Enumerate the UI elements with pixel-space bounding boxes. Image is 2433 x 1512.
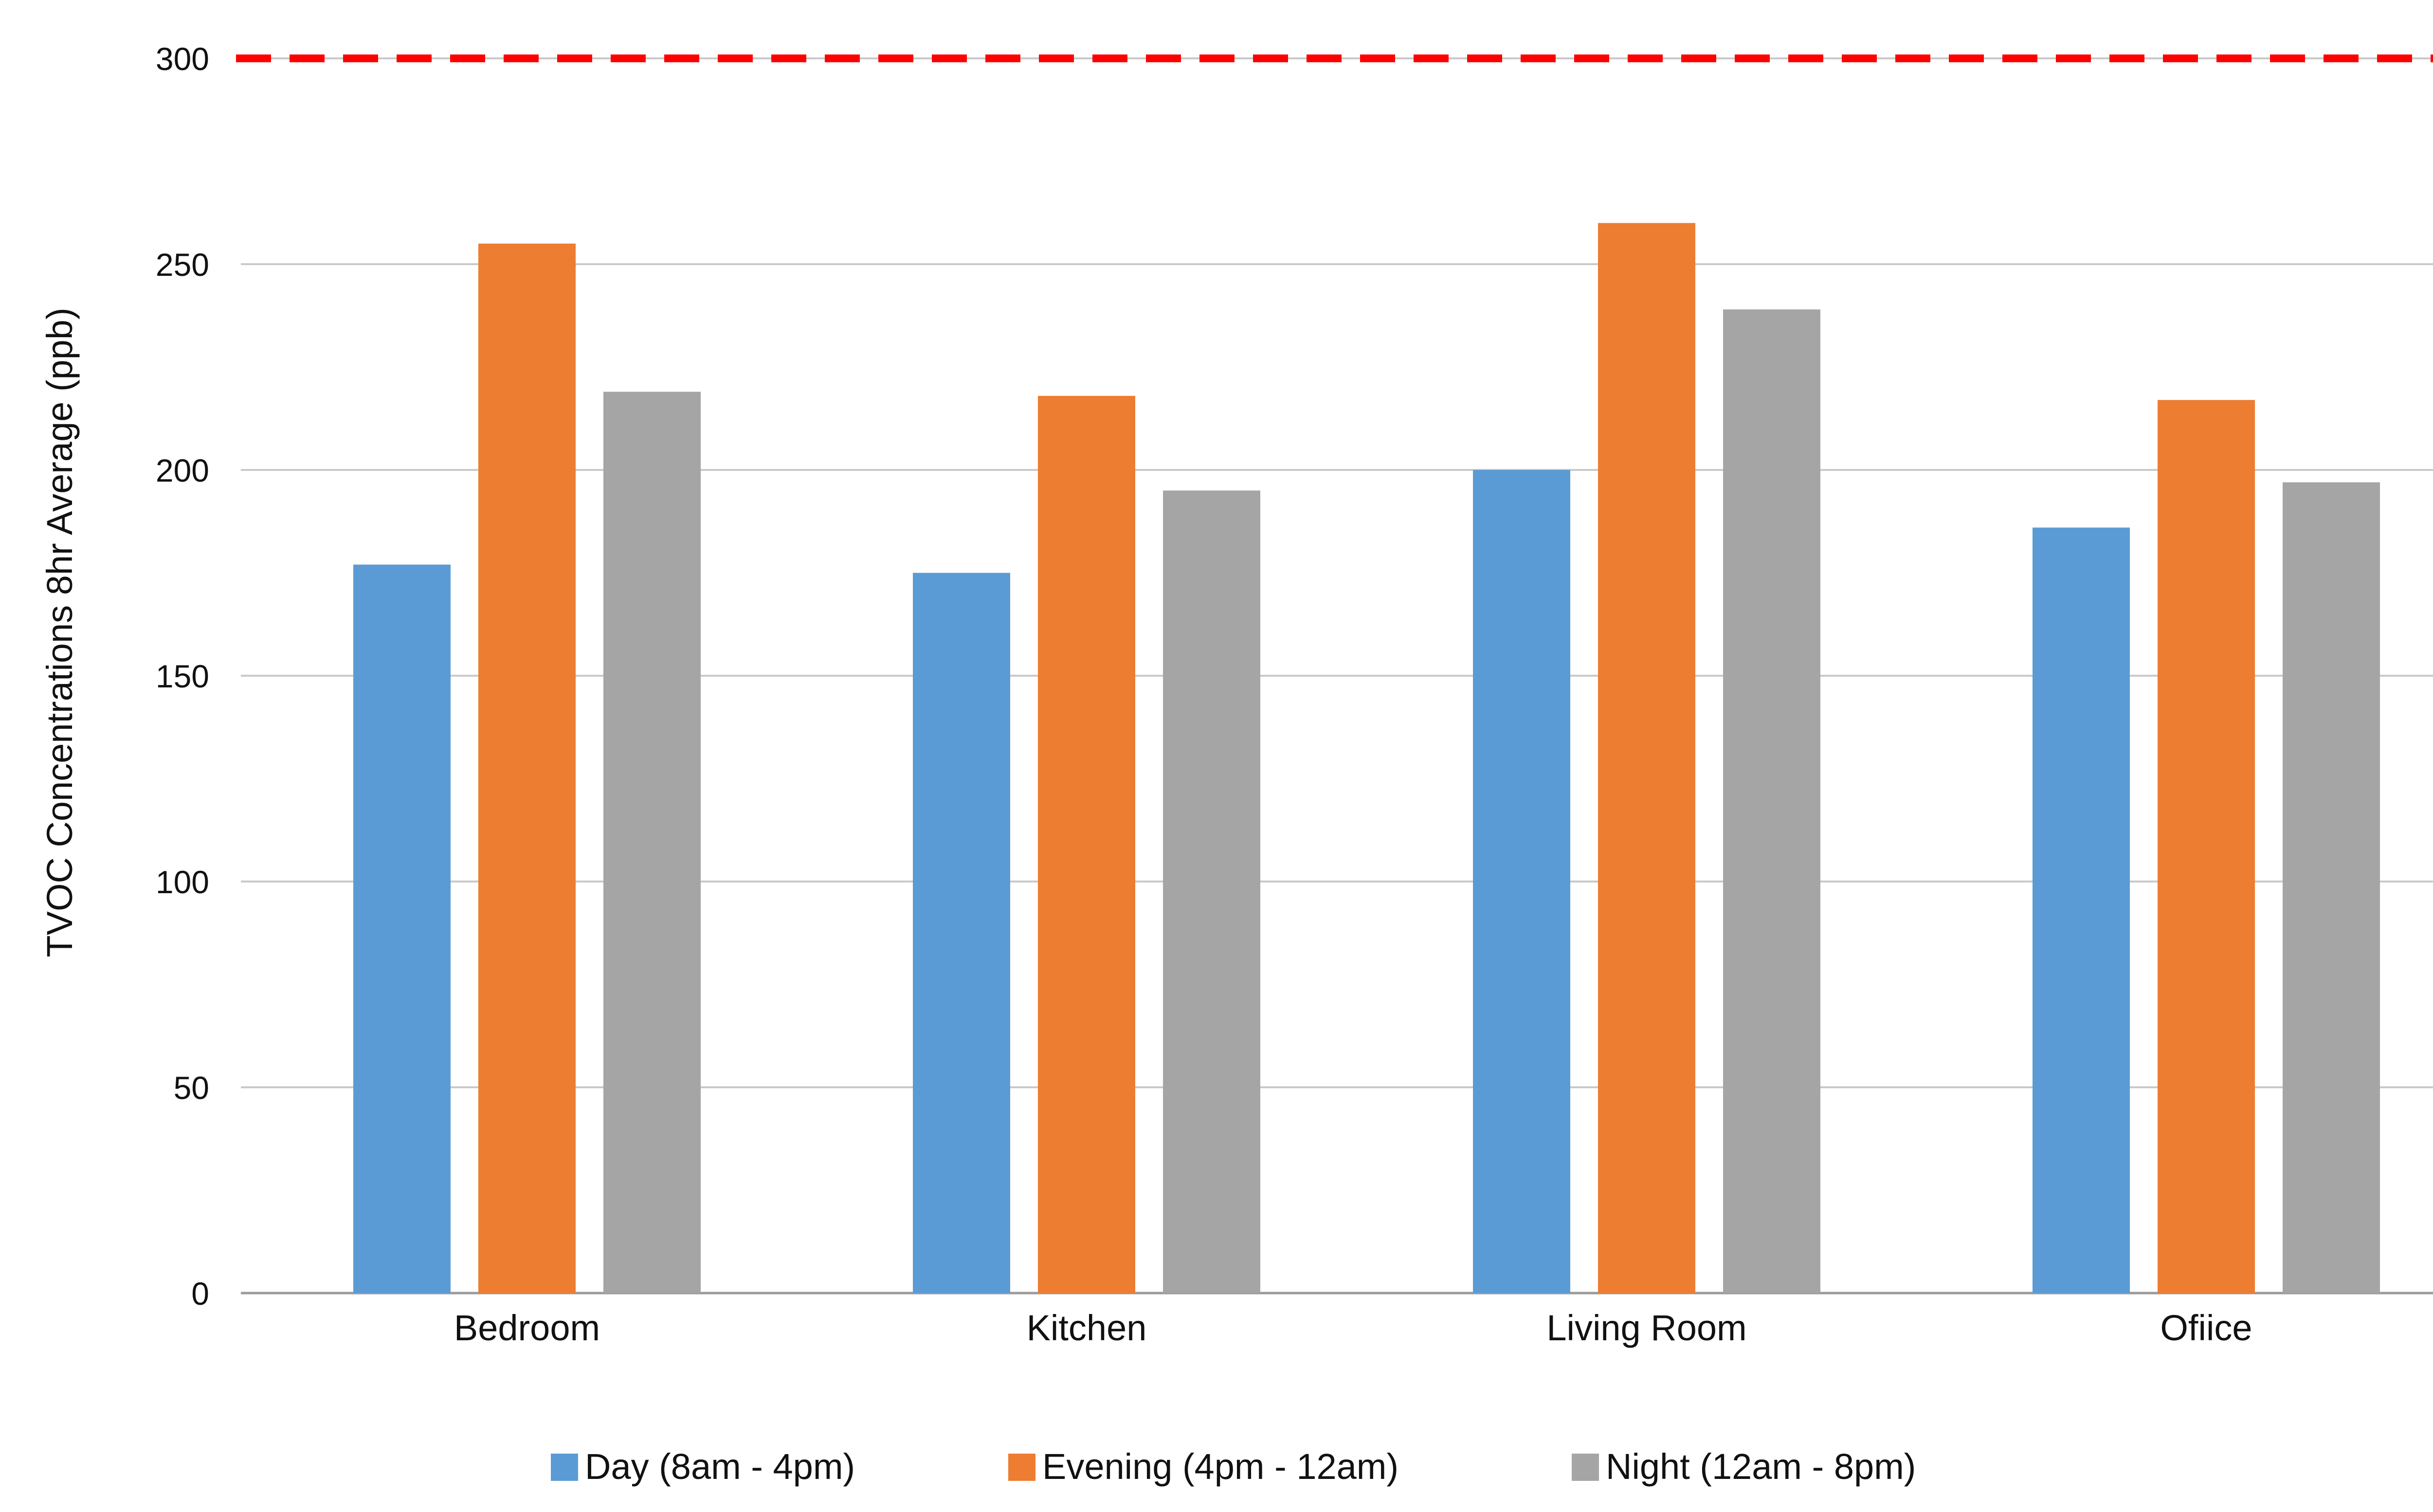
x-category-labels: Bedroom Kitchen Living Room Ofiice (454, 1308, 2252, 1348)
bar-bedroom-evening-4pm-12am (478, 243, 576, 1294)
y-tick-label: 100 (156, 864, 209, 900)
y-tick-label: 200 (156, 452, 209, 488)
y-tick-label: 300 (156, 41, 209, 77)
bars (353, 223, 2380, 1294)
legend-item-day-8am-4pm: Day (8am - 4pm) (551, 1446, 855, 1487)
legend-label: Night (12am - 8pm) (1606, 1446, 1916, 1487)
bar-ofiice-day-8am-4pm (2033, 527, 2130, 1293)
x-category-label: Bedroom (454, 1308, 600, 1348)
bar-living-room-day-8am-4pm (1473, 470, 1570, 1293)
legend: Day (8am - 4pm) Evening (4pm - 12am) Night… (551, 1446, 1916, 1487)
legend-label: Evening (4pm - 12am) (1042, 1446, 1398, 1487)
bar-ofiice-night-12am-8pm (2283, 482, 2380, 1293)
legend-swatch (551, 1454, 578, 1481)
legend-item-evening-4pm-12am: Evening (4pm - 12am) (1008, 1446, 1398, 1487)
bar-kitchen-evening-4pm-12am (1038, 396, 1135, 1293)
y-tick-label: 250 (156, 247, 209, 283)
legend-swatch (1572, 1454, 1599, 1481)
y-tick-labels: 0 50 100 150 200 250 300 (156, 41, 209, 1312)
legend-swatch (1008, 1454, 1035, 1481)
legend-item-night-12am-8pm: Night (12am - 8pm) (1572, 1446, 1916, 1487)
y-tick-label: 50 (174, 1070, 209, 1106)
x-category-label: Kitchen (1027, 1308, 1147, 1348)
y-tick-label: 0 (191, 1276, 209, 1312)
bar-bedroom-night-12am-8pm (603, 392, 701, 1293)
bar-living-room-night-12am-8pm (1723, 309, 1820, 1293)
legend-label: Day (8am - 4pm) (585, 1446, 855, 1487)
x-category-label: Ofiice (2160, 1308, 2252, 1348)
x-category-label: Living Room (1546, 1308, 1746, 1348)
bar-kitchen-night-12am-8pm (1163, 490, 1260, 1293)
y-axis-title: TVOC Concentrations 8hr Average (ppb) (39, 307, 80, 957)
bar-kitchen-day-8am-4pm (913, 573, 1010, 1293)
bar-bedroom-day-8am-4pm (353, 564, 451, 1293)
bar-ofiice-evening-4pm-12am (2158, 400, 2255, 1294)
y-tick-label: 150 (156, 658, 209, 694)
bar-living-room-evening-4pm-12am (1598, 223, 1695, 1294)
